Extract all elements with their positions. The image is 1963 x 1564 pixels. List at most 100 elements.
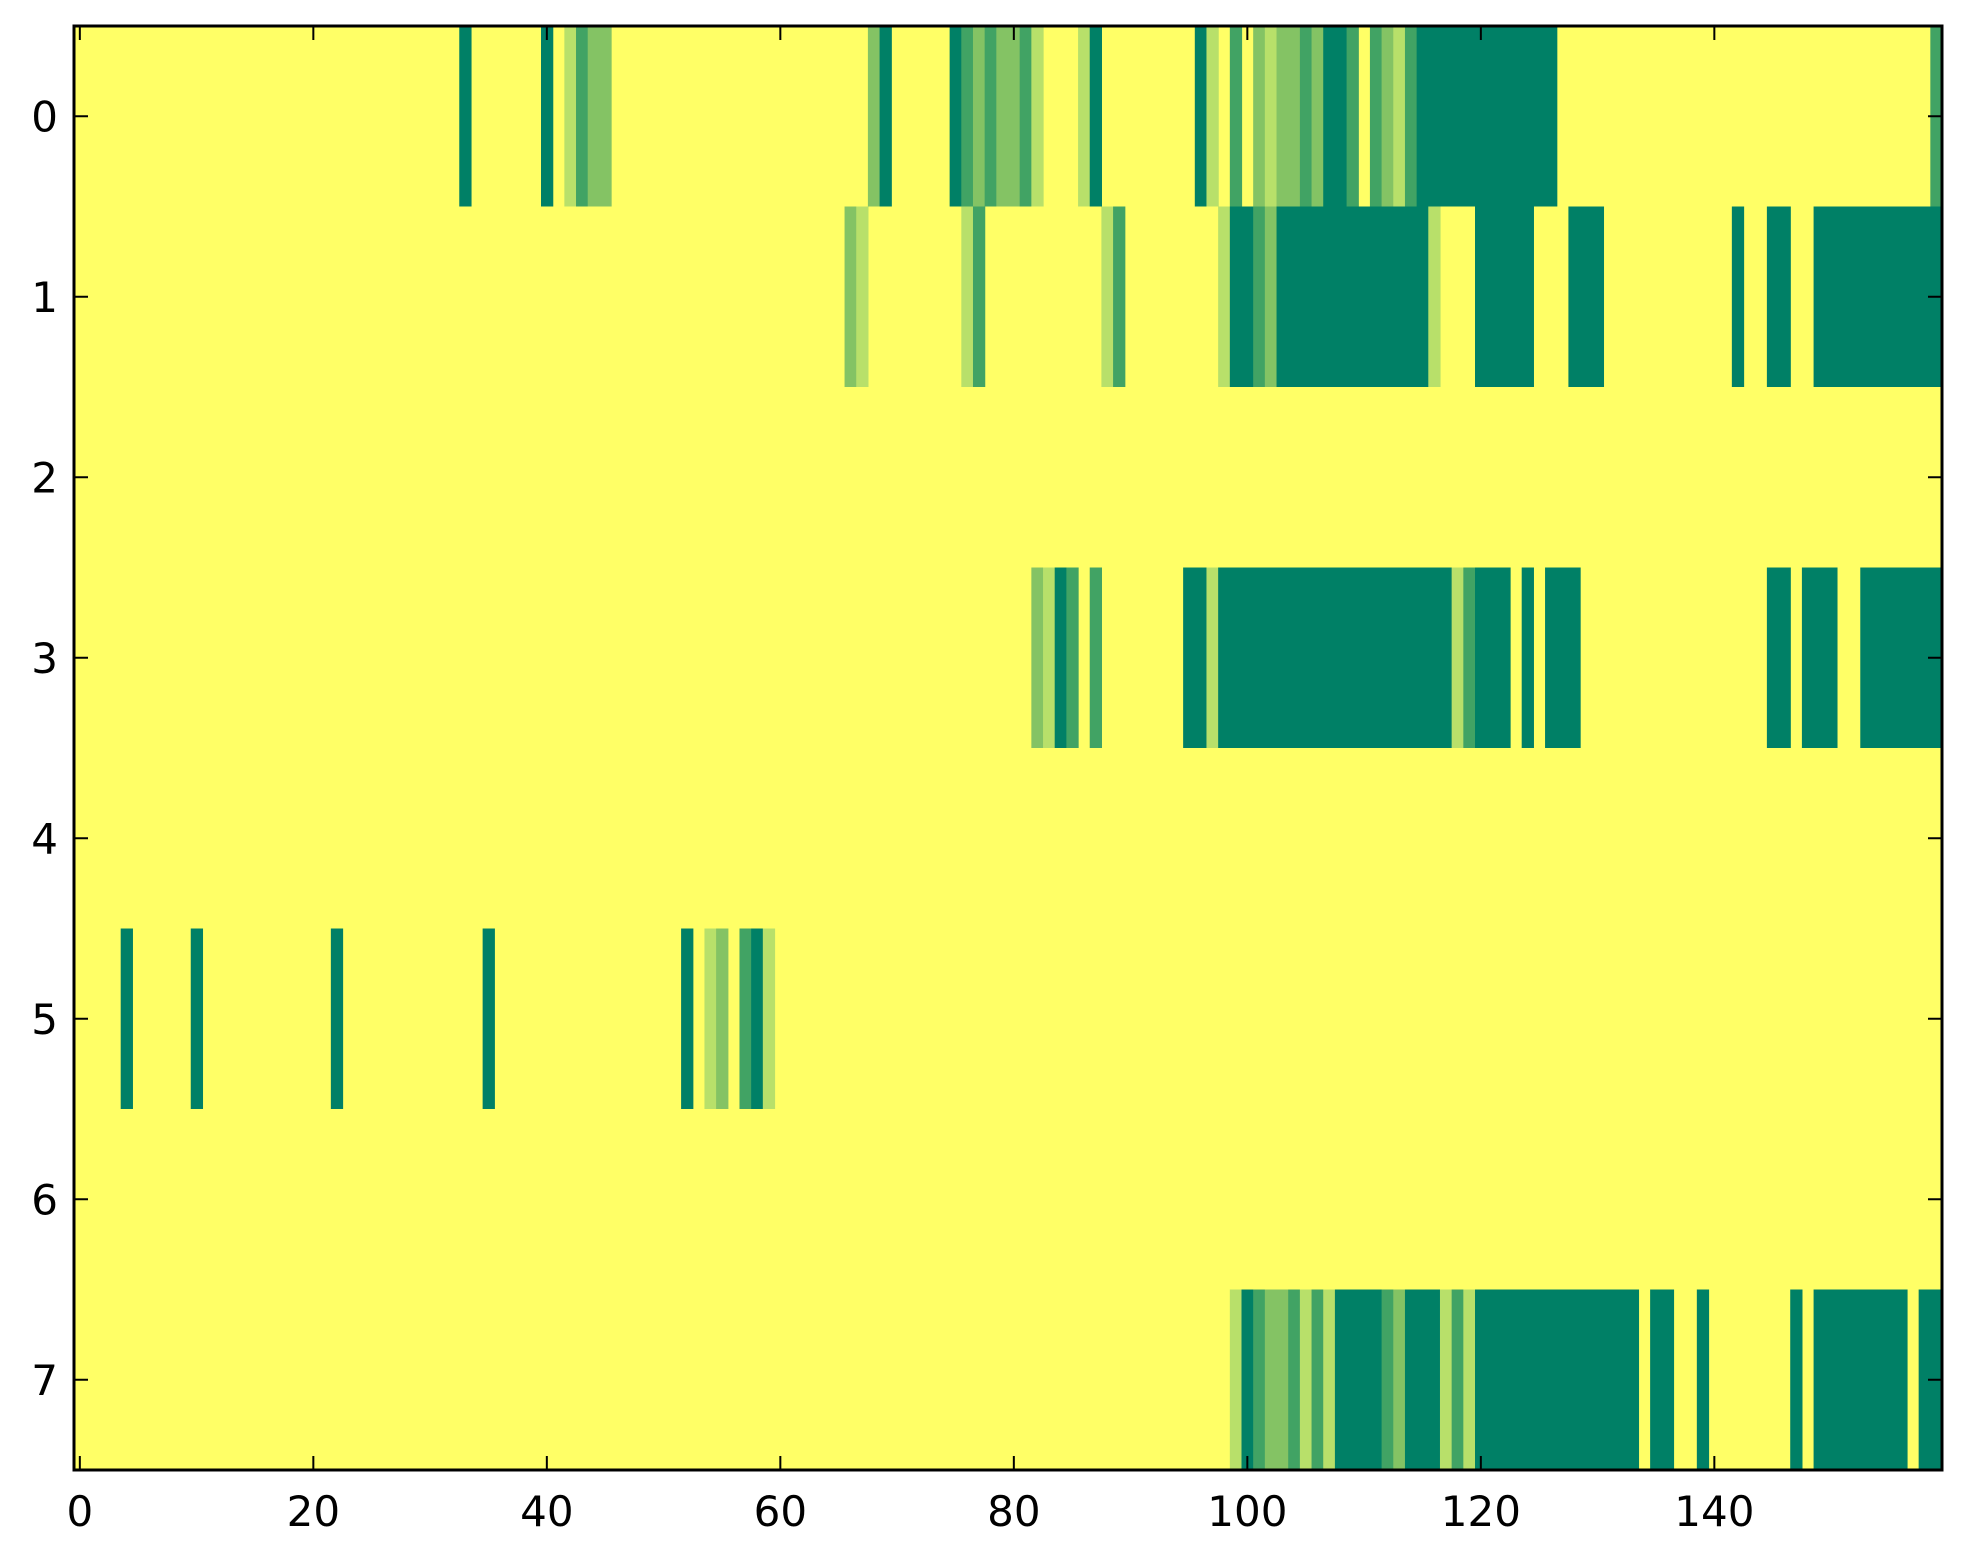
heatmap-cell-run	[1428, 206, 1441, 387]
heatmap-cell-run	[1183, 567, 1208, 748]
heatmap-cell-run	[1089, 567, 1102, 748]
heatmap-background	[74, 26, 1942, 1470]
heatmap-cell-run	[1766, 206, 1791, 387]
heatmap-cell-run	[1299, 1289, 1313, 1470]
heatmap-cell-run	[1206, 567, 1219, 748]
heatmap-cell-run	[1113, 206, 1126, 387]
heatmap-cell-run	[972, 206, 986, 387]
heatmap-cell-run	[1276, 206, 1429, 387]
heatmap-cell-run	[961, 206, 974, 387]
heatmap-cell-run	[1241, 1289, 1254, 1470]
axis-ticks: 0 20 40 60 80 100 120 140 0 1 2 3 4 5 6 7	[31, 26, 1942, 1536]
heatmap-cell-run	[1253, 26, 1266, 207]
heatmap-cell-run	[1311, 1289, 1324, 1470]
heatmap-cell-run	[1276, 26, 1301, 207]
heatmap-cell-run	[984, 26, 997, 207]
x-tick-label: 0	[66, 1487, 93, 1536]
heatmap-cell-run	[1218, 567, 1453, 748]
heatmap-cell-run	[1229, 206, 1254, 387]
heatmap-cell-run	[1043, 567, 1056, 748]
heatmap-cell-run	[564, 26, 577, 207]
heatmap-cell-run	[1101, 206, 1114, 387]
heatmap-cell-run	[681, 928, 694, 1109]
heatmap-cell-run	[1253, 206, 1266, 387]
heatmap-cell-run	[482, 928, 495, 1109]
heatmap-cell-run	[1404, 26, 1418, 207]
heatmap-cell-run	[330, 928, 344, 1109]
heatmap-cell-run	[541, 26, 554, 207]
heatmap-cell-run	[1451, 1289, 1464, 1470]
x-tick-label: 80	[987, 1487, 1040, 1536]
heatmap-cell-run	[844, 206, 857, 387]
heatmap-cell-run	[587, 26, 612, 207]
y-tick-label: 7	[31, 1356, 58, 1405]
heatmap-cell-run	[1463, 567, 1476, 748]
heatmap-cell-run	[1066, 567, 1079, 748]
x-tick-label: 40	[520, 1487, 573, 1536]
heatmap-cell-run	[576, 26, 589, 207]
y-tick-label: 0	[31, 92, 58, 141]
heatmap-cell-run	[1475, 567, 1511, 748]
heatmap-cell-run	[1790, 1289, 1803, 1470]
heatmap-cell-run	[1801, 567, 1838, 748]
heatmap-cell-run	[1381, 1289, 1394, 1470]
heatmap-cell-run	[1288, 1289, 1301, 1470]
heatmap-cell-run	[716, 928, 729, 1109]
y-tick-label: 2	[31, 453, 58, 502]
heatmap-cell-run	[1334, 1289, 1383, 1470]
heatmap-cell-run	[762, 928, 776, 1109]
heatmap-cell-run	[1218, 206, 1231, 387]
x-tick-label: 60	[754, 1487, 807, 1536]
heatmap-cell-run	[1463, 1289, 1476, 1470]
heatmap-cell-run	[1813, 206, 1943, 387]
heatmap-cell-run	[1766, 567, 1791, 748]
heatmap-cell-run	[1369, 26, 1383, 207]
heatmap-cell-run	[459, 26, 472, 207]
heatmap-cell-run	[1451, 567, 1464, 748]
x-tick-label: 140	[1674, 1487, 1754, 1536]
y-tick-label: 3	[31, 634, 58, 683]
heatmap-cell-run	[1031, 567, 1044, 748]
heatmap-cell-run	[1054, 567, 1067, 748]
heatmap-cell-run	[1731, 206, 1745, 387]
heatmap-cell-run	[1089, 26, 1102, 207]
heatmap-cell-run	[1078, 26, 1091, 207]
heatmap-cell-run	[1264, 26, 1278, 207]
heatmap-cell-run	[739, 928, 752, 1109]
heatmap-cell-run	[1521, 567, 1534, 748]
heatmap-cell-run	[120, 928, 133, 1109]
heatmap-cell-run	[1393, 1289, 1406, 1470]
heatmap-cell-run	[1650, 1289, 1675, 1470]
heatmap-cell-run	[1311, 26, 1324, 207]
heatmap-cell-run	[856, 206, 869, 387]
heatmap-cell-run	[1206, 26, 1219, 207]
heatmap-cell-run	[1393, 26, 1406, 207]
heatmap-cell-run	[751, 928, 764, 1109]
heatmap-cell-run	[1404, 1289, 1441, 1470]
heatmap-cell-run	[1416, 26, 1558, 207]
heatmap-cell-run	[1813, 1289, 1908, 1470]
heatmap-cell-run	[1323, 26, 1348, 207]
heatmap-cell-run	[190, 928, 204, 1109]
heatmap-cell-run	[972, 26, 986, 207]
heatmap-cell-run	[1264, 1289, 1289, 1470]
heatmap-cell-run	[1439, 1289, 1453, 1470]
heatmap-cell-run	[1229, 1289, 1243, 1470]
y-tick-label: 1	[31, 273, 58, 322]
heatmap-cell-run	[1229, 26, 1243, 207]
heatmap-cell-run	[1696, 1289, 1710, 1470]
heatmap-cell-run	[879, 26, 892, 207]
heatmap-cell-run	[949, 26, 962, 207]
heatmap-cell-run	[1323, 1289, 1336, 1470]
heatmap-cell-run	[1264, 206, 1278, 387]
y-tick-label: 5	[31, 995, 58, 1044]
heatmap-cell-run	[1031, 26, 1044, 207]
heatmap-cell-run	[1568, 206, 1605, 387]
y-tick-label: 6	[31, 1175, 58, 1224]
heatmap-cell-run	[1545, 567, 1581, 748]
heatmap-cell-run	[1475, 1289, 1640, 1470]
heatmap-cells	[74, 26, 1943, 1470]
heatmap-cell-run	[1253, 1289, 1266, 1470]
heatmap-cell-run	[1346, 26, 1359, 207]
heatmap-cell-run	[1194, 26, 1208, 207]
